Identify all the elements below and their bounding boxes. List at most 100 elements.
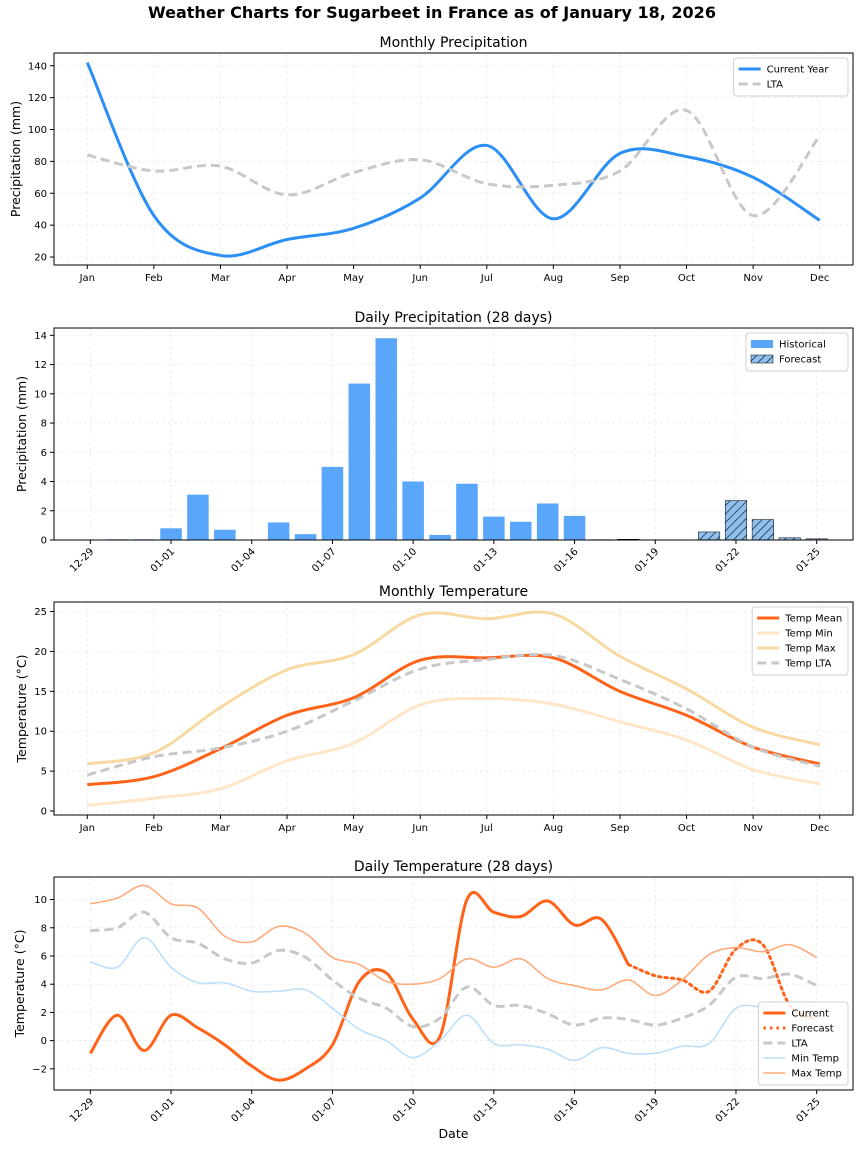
x-tick-label: Dec: [810, 823, 829, 834]
y-axis-label: Precipitation (mm): [8, 101, 23, 217]
x-tick-label: 01-10: [391, 546, 419, 574]
plot-area: [89, 884, 819, 1082]
forecast-bar-01-23: [751, 519, 774, 541]
y-tick-label: 6: [41, 951, 47, 962]
x-tick-label: Jun: [411, 273, 428, 284]
x-tick-label: Dec: [810, 273, 829, 284]
y-tick-label: 5: [41, 767, 47, 778]
y-tick-label: −2: [32, 1064, 47, 1075]
axes-frame: [53, 52, 854, 266]
legend-item: Temp LTA: [757, 659, 832, 670]
x-tick-label: 01-04: [230, 1096, 258, 1124]
subplot-4: 12-29 01-01 01-04 01-07 01-10 01-13 01-16 01-19…: [12, 859, 854, 1141]
legend-item: Temp Min: [757, 629, 833, 640]
legend-label: Forecast: [791, 1024, 833, 1035]
x-tick-label: 01-25: [794, 546, 822, 574]
series-line-min-temp: [90, 936, 817, 1062]
x-tick-label: 01-04: [230, 546, 258, 574]
x-tick-label: Apr: [278, 273, 296, 284]
forecast-bar-01-22: [724, 500, 747, 541]
x-tick-label: Aug: [544, 823, 564, 834]
x-tick-label: 12-29: [68, 546, 96, 574]
legend-label: Current Year: [767, 65, 830, 76]
legend-item: Temp Max: [757, 644, 836, 655]
y-tick-label: 20: [34, 647, 47, 658]
x-tick-label: 01-16: [552, 1096, 580, 1124]
x-tick-label: 01-01: [149, 1096, 177, 1124]
series-line-lta: [90, 910, 818, 1029]
legend-box: [733, 57, 849, 97]
legend-item: LTA: [763, 1039, 808, 1050]
x-tick-label: 01-19: [633, 546, 661, 574]
y-tick-label: 100: [28, 125, 47, 136]
y-tick-label: 0: [41, 1036, 47, 1047]
x-tick-label: 01-19: [633, 1096, 661, 1124]
legend-swatch: [751, 340, 773, 348]
series-line-current-year: [85, 61, 821, 258]
x-tick-label: Jan: [79, 823, 95, 834]
legend-box: [751, 606, 849, 676]
y-tick-label: 10: [34, 389, 47, 400]
series-line-current: [89, 890, 630, 1082]
axes-frame: [53, 327, 854, 541]
legend-item: Current Year: [738, 65, 830, 76]
subplot-3: Jan Feb Mar Apr May Jun Jul Aug Sep Oct Nov Dec 0 5 10…: [14, 584, 854, 834]
legend-label: LTA: [767, 80, 784, 91]
y-tick-label: 8: [41, 419, 47, 430]
subplot-title: Monthly Precipitation: [379, 35, 527, 51]
y-tick-label: 12: [34, 360, 47, 371]
y-axis-label: Precipitation (mm): [14, 376, 29, 492]
y-tick-label: 10: [34, 895, 47, 906]
legend-item: Max Temp: [763, 1069, 842, 1080]
series-line-temp-mean: [87, 653, 821, 787]
subplot-title: Daily Precipitation (28 days): [354, 310, 552, 326]
y-tick-label: 10: [34, 727, 47, 738]
historical-bar-01-05: [267, 522, 290, 540]
legend-item: Current: [763, 1009, 829, 1020]
series-line-temp-lta: [86, 652, 821, 777]
y-tick-label: 25: [34, 607, 47, 618]
legend-label: Temp Min: [784, 629, 833, 640]
legend: Current Forecast LTA Min Temp Max Temp: [757, 1001, 849, 1086]
x-tick-label: Feb: [145, 823, 163, 834]
x-tick-label: Aug: [544, 273, 564, 284]
legend-label: Max Temp: [791, 1069, 842, 1080]
x-tick-label: May: [343, 273, 364, 284]
legend-label: Historical: [779, 340, 826, 351]
x-tick-label: Oct: [678, 823, 695, 834]
historical-bar-01-16: [563, 515, 586, 540]
x-tick-label: 12-29: [68, 1096, 96, 1124]
legend: Current Year LTA: [733, 57, 849, 97]
x-tick-label: 01-01: [149, 546, 177, 574]
historical-bar-01-02: [187, 494, 209, 540]
legend-label: Current: [791, 1009, 829, 1020]
x-tick-label: Apr: [278, 823, 296, 834]
axes-frame: [53, 876, 854, 1091]
historical-bar-01-14: [509, 521, 532, 540]
y-tick-label: 2: [41, 506, 47, 517]
series-line-temp-max: [87, 610, 821, 766]
x-tick-label: Oct: [678, 273, 695, 284]
x-tick-label: Mar: [211, 273, 231, 284]
y-tick-label: 15: [34, 687, 47, 698]
y-tick-label: 20: [34, 253, 47, 264]
legend-item: Forecast: [763, 1024, 834, 1035]
y-tick-label: 4: [41, 477, 47, 488]
x-tick-label: Jul: [480, 273, 493, 284]
legend-item: Temp Mean: [757, 614, 842, 625]
x-tick-label: 01-07: [310, 1096, 338, 1124]
x-tick-label: Sep: [611, 273, 630, 284]
y-tick-label: 6: [41, 448, 47, 459]
series-line-max-temp: [90, 884, 818, 997]
x-tick-label: 01-10: [391, 1096, 419, 1124]
legend-item: Forecast: [750, 355, 821, 366]
legend-box: [757, 1001, 849, 1086]
y-tick-label: 8: [41, 923, 47, 934]
axes-frame: [53, 601, 854, 816]
historical-bar-01-01: [160, 528, 182, 540]
x-tick-label: Jan: [79, 273, 95, 284]
subplot-2: 12-29 01-01 01-04 01-07 01-10 01-13 01-16 01-19…: [14, 310, 854, 575]
legend: Historical Forecast: [745, 332, 849, 372]
x-tick-label: Nov: [743, 823, 763, 834]
figure-title: Weather Charts for Sugarbeet in France a…: [148, 3, 716, 22]
